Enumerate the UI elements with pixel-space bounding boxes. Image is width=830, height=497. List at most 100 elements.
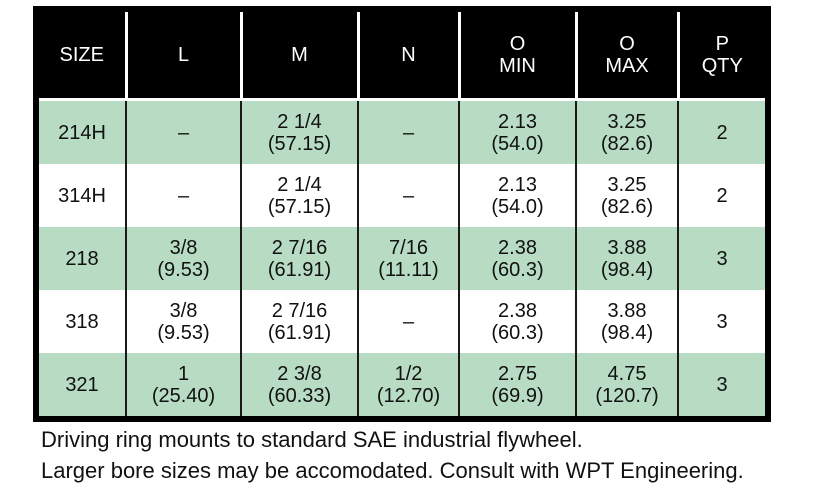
cell-subvalue: (9.53) <box>157 258 210 281</box>
cell-o-min: 2.75 (69.9) <box>458 353 576 419</box>
cell-subvalue: (25.40) <box>151 384 216 407</box>
cell-p-qty: 3 <box>677 290 768 353</box>
cell-value: 1/2 <box>394 362 423 385</box>
cell-n: 7/16 (11.11) <box>357 227 459 290</box>
cell-n: – <box>357 164 459 227</box>
cell-value: 2 1/4 <box>277 110 322 133</box>
cell-value: 3.25 <box>607 110 647 133</box>
cell-value: 3.88 <box>607 299 647 322</box>
cell-value: – <box>177 121 190 144</box>
cell-l: 3/8 (9.53) <box>125 227 241 290</box>
cell-value: 1 <box>177 362 190 385</box>
cell-subvalue: (98.4) <box>600 321 654 344</box>
cell-value: 314H <box>58 184 106 207</box>
cell-value: 3/8 <box>169 299 198 322</box>
header-label: P <box>715 33 729 55</box>
cell-m: 2 3/8 (60.33) <box>240 353 358 419</box>
cell-value: 2 <box>716 184 728 207</box>
cell-m: 2 1/4 (57.15) <box>240 99 358 164</box>
cell-o-max: 3.25 (82.6) <box>575 99 678 164</box>
cell-o-min: 2.13 (54.0) <box>458 99 576 164</box>
cell-subvalue: (11.11) <box>378 258 439 281</box>
cell-size: 214H <box>36 99 126 164</box>
cell-subvalue: (60.3) <box>491 321 544 344</box>
cell-size: 318 <box>36 290 126 353</box>
cell-l: 3/8 (9.53) <box>125 290 241 353</box>
header-o-min: O MIN <box>457 9 576 101</box>
driving-ring-spec-table: SIZE L M N O MIN <box>33 6 771 422</box>
table-row-218: 218 3/8 (9.53) 2 7/16 (61.91) 7/16 (11.1… <box>36 227 768 290</box>
cell-p-qty: 2 <box>677 99 768 164</box>
cell-value: 214H <box>58 121 106 144</box>
header-size: SIZE <box>36 9 126 101</box>
header-label: SIZE <box>59 44 104 66</box>
cell-value: 2.13 <box>498 110 537 133</box>
cell-value: 3 <box>716 310 728 333</box>
cell-value: 3.25 <box>607 173 647 196</box>
header-sublabel: MIN <box>499 55 536 77</box>
cell-value: 2.13 <box>498 173 537 196</box>
cell-size: 321 <box>36 353 126 419</box>
cell-value: 3/8 <box>169 236 198 259</box>
header-label: O <box>509 33 526 55</box>
cell-size: 218 <box>36 227 126 290</box>
table-row-314h: 314H – 2 1/4 (57.15) – 2.13 (54.0) <box>36 164 768 227</box>
header-o-max: O MAX <box>574 9 678 101</box>
header-p-qty: P QTY <box>676 9 768 101</box>
cell-m: 2 7/16 (61.91) <box>240 290 358 353</box>
cell-o-max: 3.88 (98.4) <box>575 290 678 353</box>
cell-size: 314H <box>36 164 126 227</box>
cell-value: 218 <box>65 247 99 270</box>
header-sublabel: MAX <box>605 55 649 77</box>
cell-n: – <box>357 99 459 164</box>
cell-subvalue: (60.3) <box>491 258 544 281</box>
cell-value: 2 1/4 <box>277 173 322 196</box>
cell-o-max: 3.88 (98.4) <box>575 227 678 290</box>
cell-value: – <box>402 121 415 144</box>
cell-value: 2.38 <box>498 236 537 259</box>
cell-subvalue: (57.15) <box>267 195 332 218</box>
cell-p-qty: 3 <box>677 227 768 290</box>
cell-o-min: 2.13 (54.0) <box>458 164 576 227</box>
cell-subvalue: (69.9) <box>491 384 544 407</box>
table-row-318: 318 3/8 (9.53) 2 7/16 (61.91) – 2.38 <box>36 290 768 353</box>
cell-value: – <box>177 184 190 207</box>
cell-subvalue: (82.6) <box>600 132 654 155</box>
table-row-214h: 214H – 2 1/4 (57.15) – 2.13 (54.0) <box>36 99 768 164</box>
cell-subvalue: (82.6) <box>600 195 654 218</box>
cell-subvalue: (12.70) <box>376 384 441 407</box>
cell-value: 2.75 <box>498 362 537 385</box>
cell-value: 7/16 <box>389 236 428 259</box>
cell-value: 2.38 <box>498 299 537 322</box>
header-label: M <box>291 44 308 66</box>
cell-subvalue: (61.91) <box>267 321 332 344</box>
cell-n: 1/2 (12.70) <box>357 353 459 419</box>
cell-value: – <box>402 310 415 333</box>
cell-o-min: 2.38 (60.3) <box>458 290 576 353</box>
cell-value: 3.88 <box>607 236 647 259</box>
cell-l: – <box>125 164 241 227</box>
cell-subvalue: (9.53) <box>157 321 210 344</box>
cell-value: 318 <box>65 310 99 333</box>
header-row: SIZE L M N O MIN <box>36 9 768 101</box>
table-row-321: 321 1 (25.40) 2 3/8 (60.33) 1/2 (12.70) … <box>36 353 768 419</box>
cell-value: – <box>402 184 415 207</box>
cell-value: 3 <box>716 247 728 270</box>
header-sublabel: QTY <box>701 55 743 77</box>
cell-o-max: 3.25 (82.6) <box>575 164 678 227</box>
cell-l: – <box>125 99 241 164</box>
cell-o-max: 4.75 (120.7) <box>575 353 678 419</box>
cell-n: – <box>357 290 459 353</box>
cell-value: 2 7/16 <box>271 299 328 322</box>
cell-m: 2 7/16 (61.91) <box>240 227 358 290</box>
header-n: N <box>356 9 459 101</box>
header-label: N <box>401 44 416 66</box>
header-label: O <box>619 33 635 55</box>
cell-subvalue: (54.0) <box>491 195 544 218</box>
footnotes: Driving ring mounts to standard SAE indu… <box>41 424 744 486</box>
cell-value: 321 <box>65 373 99 396</box>
header-m: M <box>239 9 358 101</box>
header-l: L <box>124 9 241 101</box>
cell-subvalue: (57.15) <box>267 132 332 155</box>
